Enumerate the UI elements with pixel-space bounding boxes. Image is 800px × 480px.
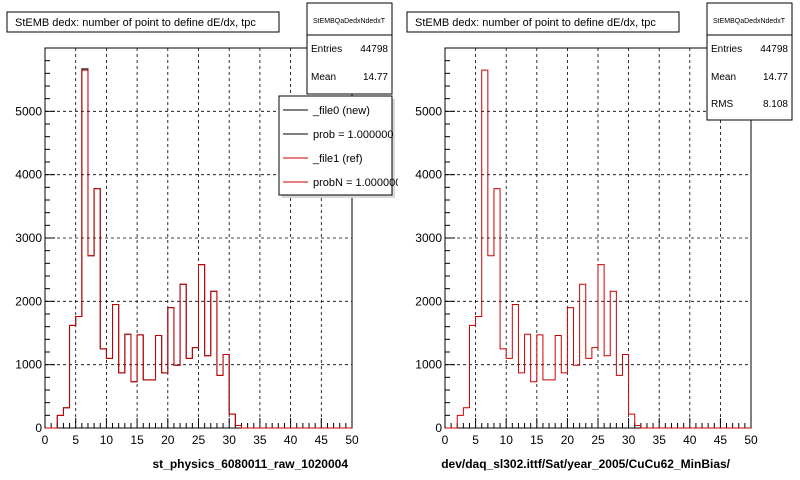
panel-right: 0 5 10 15 20 25 30 35 40 45 50 0 1000 2000 3000 4000 50… — [398, 0, 800, 480]
x-tick-label: 0 — [42, 433, 49, 447]
stats-entries-value: 44798 — [360, 44, 388, 55]
legend-label-prob: prob = 1.000000 — [313, 129, 393, 141]
x-tick-label: 25 — [192, 433, 206, 447]
stats-box-frame — [706, 2, 793, 121]
stats-rms-label: RMS — [711, 99, 734, 110]
legend-label-file1: _file1 (ref) — [312, 153, 363, 165]
title-box — [406, 11, 680, 33]
legend-label-probn: probN = 1.000000 — [313, 177, 401, 189]
y-tick-label: 0 — [35, 421, 42, 435]
x-axis-title: st_physics_6080011_raw_1020004 — [152, 457, 348, 471]
x-tick-label: 15 — [130, 433, 144, 447]
panel-left: 0 5 10 15 20 25 30 35 40 45 50 0 1000 2000 3000 4000 50… — [6, 2, 402, 471]
x-tick-label: 10 — [500, 433, 514, 447]
stats-mean-value: 14.77 — [363, 72, 388, 83]
stats-histogram-name: StEMBQaDedxNdedxT — [713, 18, 786, 25]
legend-frame — [278, 95, 393, 196]
x-tick-label: 50 — [744, 433, 758, 447]
legend: _file0 (new) prob = 1.000000 _file1 (ref… — [278, 95, 401, 198]
stats-mean-label: Mean — [711, 72, 736, 83]
x-tick-label: 45 — [714, 433, 728, 447]
stats-box: StEMBQaDedxNdedxT Entries 44798 Mean 14.… — [306, 2, 393, 95]
legend-label-file0: _file0 (new) — [312, 105, 370, 117]
x-axis-ticks: 0 5 10 15 20 25 30 35 40 45 50 — [442, 418, 758, 447]
stats-entries-label: Entries — [711, 44, 742, 55]
y-tick-label: 5000 — [415, 104, 442, 118]
y-tick-label: 3000 — [15, 231, 42, 245]
stats-mean-label: Mean — [311, 72, 336, 83]
y-tick-label: 2000 — [15, 294, 42, 308]
x-tick-label: 20 — [561, 433, 575, 447]
title-box — [6, 11, 280, 33]
x-tick-label: 30 — [223, 433, 237, 447]
x-tick-label: 35 — [253, 433, 267, 447]
x-tick-label: 20 — [161, 433, 175, 447]
y-tick-label: 4000 — [15, 168, 42, 182]
y-tick-label: 0 — [435, 421, 442, 435]
x-tick-label: 25 — [591, 433, 605, 447]
stats-mean-value: 14.77 — [763, 72, 788, 83]
x-tick-label: 50 — [345, 433, 359, 447]
series-line-1 — [45, 69, 352, 429]
stats-rms-value: 8.108 — [763, 99, 788, 110]
y-tick-label: 5000 — [15, 104, 42, 118]
y-tick-label: 1000 — [415, 358, 442, 372]
x-tick-label: 45 — [315, 433, 329, 447]
x-tick-label: 5 — [472, 433, 479, 447]
x-tick-label: 5 — [72, 433, 79, 447]
x-tick-label: 30 — [622, 433, 636, 447]
stats-entries-value: 44798 — [760, 44, 788, 55]
y-axis-ticks: 0 1000 2000 3000 4000 5000 — [415, 60, 455, 435]
series-group — [45, 68, 352, 429]
y-tick-label: 4000 — [415, 168, 442, 182]
y-tick-label: 3000 — [415, 231, 442, 245]
x-tick-label: 0 — [442, 433, 449, 447]
x-axis-ticks: 0 5 10 15 20 25 30 35 40 45 50 — [42, 418, 359, 447]
x-tick-label: 15 — [530, 433, 544, 447]
series-group — [445, 69, 751, 429]
x-tick-label: 40 — [284, 433, 298, 447]
chart-title: StEMB dedx: number of point to define dE… — [415, 17, 656, 29]
x-tick-label: 35 — [653, 433, 667, 447]
stats-box-frame — [306, 2, 393, 95]
y-tick-label: 2000 — [415, 294, 442, 308]
series-line-0 — [445, 69, 751, 429]
y-tick-label: 1000 — [15, 358, 42, 372]
stats-entries-label: Entries — [311, 44, 342, 55]
x-axis-title: dev/daq_sl302.ittf/Sat/year_2005/CuCu62_… — [441, 457, 730, 471]
x-tick-label: 40 — [683, 433, 697, 447]
x-tick-label: 10 — [100, 433, 114, 447]
stats-histogram-name: StEMBQaDedxNdedxT — [313, 18, 386, 25]
chart-title: StEMB dedx: number of point to define dE… — [15, 17, 256, 29]
stats-box: StEMBQaDedxNdedxT Entries 44798 Mean 14.… — [706, 2, 793, 121]
